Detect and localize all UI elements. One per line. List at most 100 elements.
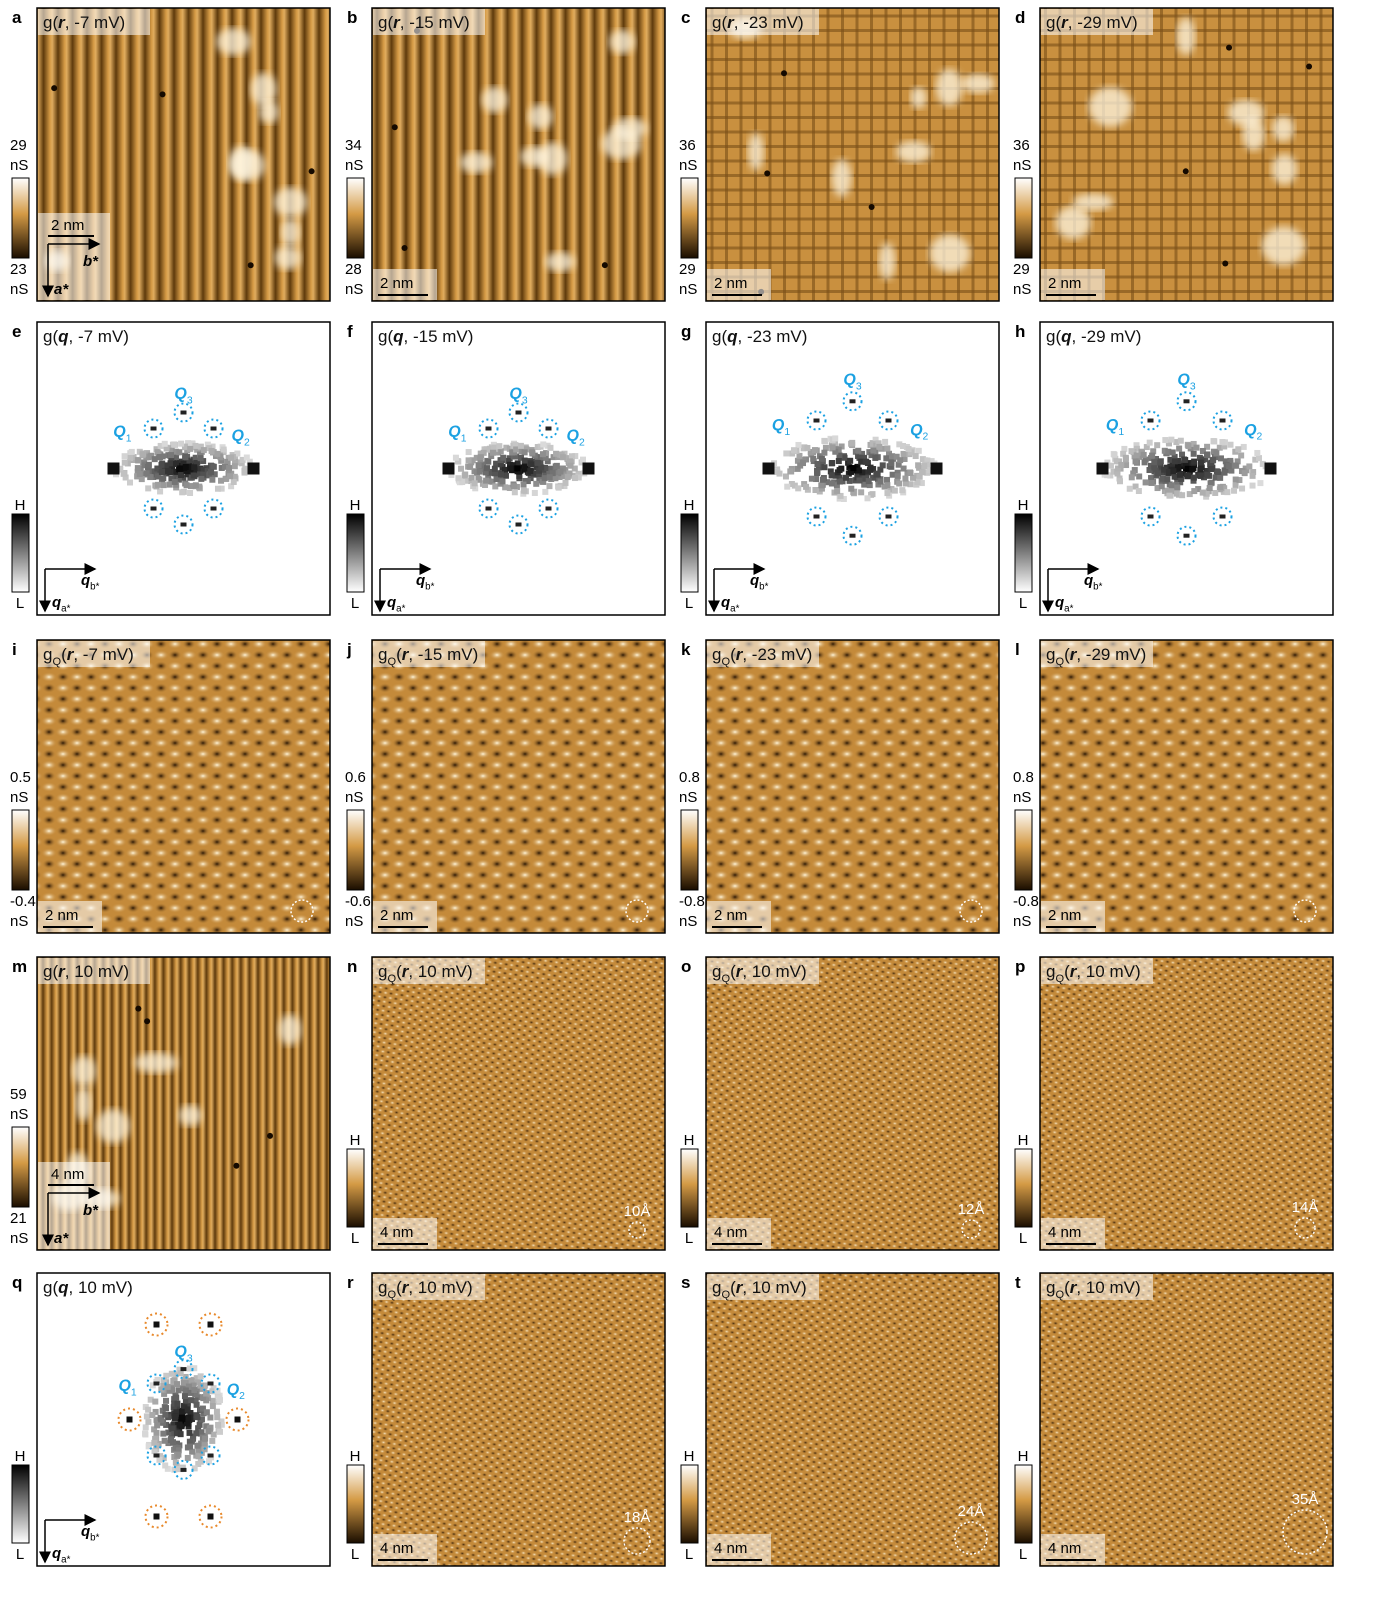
- text-part: r: [1061, 13, 1069, 32]
- fft-pixel: [858, 450, 865, 457]
- text-part: (: [396, 1278, 402, 1297]
- fft-pixel: [173, 1394, 180, 1401]
- panel-frame: [371, 1272, 666, 1567]
- fft-pixel: [171, 1400, 178, 1407]
- colorbar-max: H: [15, 1448, 26, 1465]
- fft-pixel: [1227, 459, 1234, 466]
- fft-pixel: [888, 460, 895, 467]
- fft-pixel: [163, 1397, 170, 1404]
- fft-pixel: [161, 1437, 168, 1444]
- colorbar-max: 0.8: [1013, 769, 1034, 786]
- fft-pixel: [889, 471, 896, 478]
- fft-pixel: [465, 457, 472, 464]
- fft-pixel: [462, 471, 469, 478]
- bright-cluster: [1242, 117, 1265, 151]
- fft-peak: [153, 1321, 160, 1328]
- fft-pixel: [864, 495, 871, 502]
- bright-cluster: [544, 251, 576, 272]
- fft-pixel: [1157, 463, 1164, 470]
- fft-peak: [545, 506, 552, 511]
- axis-label: qa*: [52, 594, 71, 615]
- panel-title: g(r, -7 mV): [43, 13, 125, 32]
- fft-pixel: [209, 476, 216, 483]
- colorbar-unit: nS: [10, 157, 28, 174]
- text-part: Q: [387, 973, 396, 985]
- fft-pixel: [1241, 470, 1248, 477]
- fft-pixel: [218, 457, 225, 464]
- fft-pixel: [1126, 485, 1133, 492]
- fft-pixel: [854, 474, 861, 481]
- fft-pixel: [158, 468, 165, 475]
- fft-pixel: [185, 440, 192, 447]
- q-circle: [806, 410, 827, 431]
- colorbar-max: 34: [345, 137, 362, 154]
- fft-pixel: [522, 464, 529, 471]
- fft-pixel: [891, 487, 898, 494]
- text-part: q: [1084, 572, 1093, 589]
- fft-pixel: [180, 460, 187, 467]
- fft-pixel: [1120, 450, 1127, 457]
- fft-pixel: [1250, 469, 1257, 476]
- fft-pixel: [536, 470, 543, 477]
- fft-pixel: [204, 441, 211, 448]
- dark-defect: [267, 1132, 274, 1139]
- text-part: g: [43, 645, 52, 664]
- fft-pixel: [163, 1372, 170, 1379]
- fft-pixel: [143, 454, 150, 461]
- filter-size: 24Å: [958, 1503, 985, 1520]
- scalebar-label: 4 nm: [380, 1540, 413, 1557]
- fft-pixel: [197, 471, 204, 478]
- fft-pixel: [455, 475, 462, 482]
- fft-pixel: [850, 489, 857, 496]
- fft-pixel: [1222, 458, 1229, 465]
- fft-pixel: [1154, 470, 1161, 477]
- fft-pixel: [902, 475, 909, 482]
- fft-pixel: [886, 463, 893, 470]
- text-part: g(: [712, 327, 727, 346]
- fft-pixel: [1154, 485, 1161, 492]
- fft-pixel: [214, 485, 221, 492]
- fft-pixel: [154, 1376, 161, 1383]
- fft-pixel: [804, 444, 811, 451]
- fft-peak: [180, 410, 187, 415]
- fft-pixel: [1199, 447, 1206, 454]
- panel-frame: [705, 956, 1000, 1251]
- colorbar: [346, 1464, 365, 1544]
- fft-pixel: [203, 1409, 210, 1416]
- fft-pixel: [168, 475, 175, 482]
- fft-pixel: [500, 454, 507, 461]
- fft-pixel: [559, 465, 566, 472]
- fft-pixel: [1140, 451, 1147, 458]
- fft-pixel: [865, 478, 872, 485]
- panel-frame: [36, 956, 331, 1251]
- colorbar-min: 21: [10, 1210, 27, 1227]
- fft-peak: [885, 418, 892, 423]
- fft-pixel: [211, 471, 218, 478]
- fft-pixel: [1128, 474, 1135, 481]
- fft-pixel: [227, 454, 234, 461]
- fft-pixel: [1238, 452, 1245, 459]
- dark-defect: [601, 262, 608, 269]
- fft-pixel: [201, 1382, 208, 1389]
- colorbar-min: L: [351, 1230, 359, 1247]
- fft-pixel: [149, 1412, 156, 1419]
- q-label: Q1: [1106, 417, 1124, 438]
- filter-size: 12Å: [958, 1201, 985, 1218]
- fft-pixel: [534, 459, 541, 466]
- fft-pixel: [546, 474, 553, 481]
- axis-label: qb*: [750, 572, 769, 593]
- q-circle: [203, 418, 224, 439]
- q-circle: [146, 1373, 167, 1394]
- panel-frame: [1039, 956, 1334, 1251]
- fft-peak: [153, 1453, 160, 1458]
- text-part: , -29 mV): [1068, 13, 1138, 32]
- fft-pixel: [1231, 487, 1238, 494]
- text-part: Q: [232, 428, 245, 445]
- scalebar-label: 4 nm: [380, 1224, 413, 1241]
- title-backdrop: [707, 9, 819, 35]
- fft-pixel: [160, 1382, 167, 1389]
- filter-circle: [623, 1527, 651, 1555]
- fft-pixel: [231, 473, 238, 480]
- colorbar-max: 0.5: [10, 769, 31, 786]
- fft-pixel: [203, 1423, 210, 1430]
